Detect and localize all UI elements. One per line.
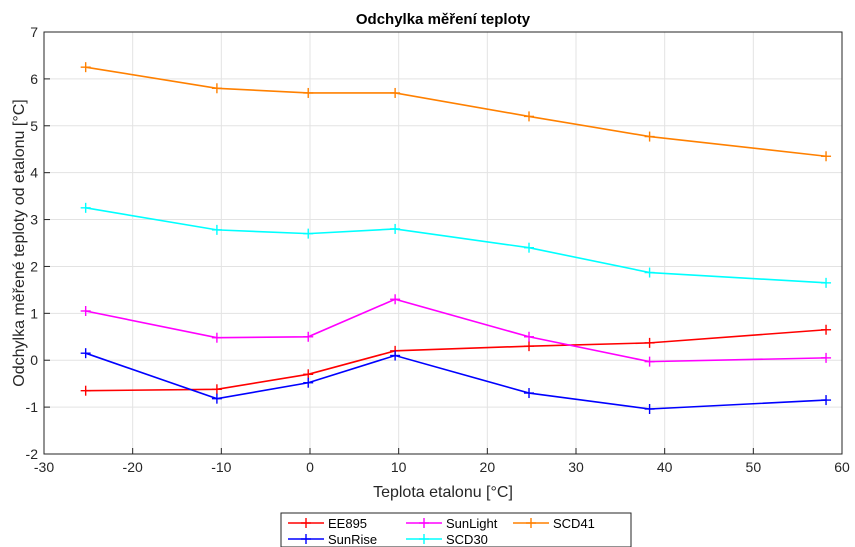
data-point-sunlight [644,356,655,367]
data-point-sunrise [303,377,314,388]
data-point-scd41 [390,87,401,98]
y-axis-title: Odchylka měřené teploty od etalonu [°C] [11,99,28,386]
data-point-sunrise [524,388,535,399]
y-tick-label: 5 [30,118,38,134]
x-tick-label: 50 [746,459,762,475]
data-point-scd41 [524,111,535,122]
y-tick-label: 3 [30,212,38,228]
chart-title: Odchylka měření teploty [356,11,531,28]
data-point-sunrise [390,350,401,361]
data-point-sunrise [80,348,91,359]
y-tick-label: -1 [26,399,39,415]
data-point-ee895 [211,384,222,395]
x-tick-label: 40 [657,459,673,475]
legend-label: EE895 [328,516,367,531]
data-point-ee895 [303,369,314,380]
series-line-scd41 [85,66,827,158]
data-point-ee895 [821,324,832,335]
x-tick-label: 30 [568,459,584,475]
grid [43,31,843,455]
data-point-sunlight [80,305,91,316]
legend-item-sunrise: SunRise [288,532,377,547]
data-point-scd41 [80,62,91,73]
data-point-scd30 [390,223,401,234]
legend-item-ee895: EE895 [288,516,367,531]
data-point-scd41 [303,87,314,98]
y-tick-label: 6 [30,71,38,87]
y-tick-label: 4 [30,165,38,181]
legend-item-scd30: SCD30 [406,532,488,547]
plot-frame [43,31,843,455]
data-point-scd30 [303,228,314,239]
data-point-scd30 [80,202,91,213]
x-tick-label: 60 [834,459,850,475]
legend-label: SunLight [446,516,498,531]
x-tick-label: -20 [123,459,143,475]
data-point-scd30 [524,242,535,253]
y-tick-label: 2 [30,258,38,274]
data-point-scd41 [211,83,222,94]
legend-label: SCD41 [553,516,595,531]
y-tick-label: -2 [26,446,39,462]
data-point-sunlight [211,332,222,343]
data-point-scd41 [821,151,832,162]
data-point-ee895 [524,341,535,352]
legend-item-sunlight: SunLight [406,516,498,531]
data-point-ee895 [80,385,91,396]
y-tick-label: 1 [30,305,38,321]
x-tick-label: -30 [34,459,54,475]
data-point-scd30 [211,224,222,235]
x-tick-label: 0 [306,459,314,475]
data-point-sunlight [821,352,832,363]
series-line-sunlight [85,298,827,363]
data-point-sunrise [644,403,655,414]
data-point-sunlight [524,331,535,342]
data-point-sunrise [821,395,832,406]
legend-item-scd41: SCD41 [513,516,595,531]
x-tick-label: 20 [480,459,496,475]
data-point-sunlight [303,331,314,342]
series-line-sunrise [85,352,827,410]
y-tick-label: 7 [30,24,38,40]
data-point-sunlight [390,294,401,305]
data-point-sunrise [211,393,222,404]
legend-box [280,512,632,547]
data-point-scd30 [821,277,832,288]
data-point-scd41 [644,131,655,142]
legend-label: SCD30 [446,532,488,547]
y-tick-label: 0 [30,352,38,368]
x-axis-title: Teplota etalonu [°C] [373,484,513,501]
data-point-scd30 [644,267,655,278]
series-lines [80,62,832,414]
x-tick-label: 10 [391,459,407,475]
data-point-ee895 [644,337,655,348]
legend-label: SunRise [328,532,377,547]
x-tick-label: -10 [211,459,231,475]
